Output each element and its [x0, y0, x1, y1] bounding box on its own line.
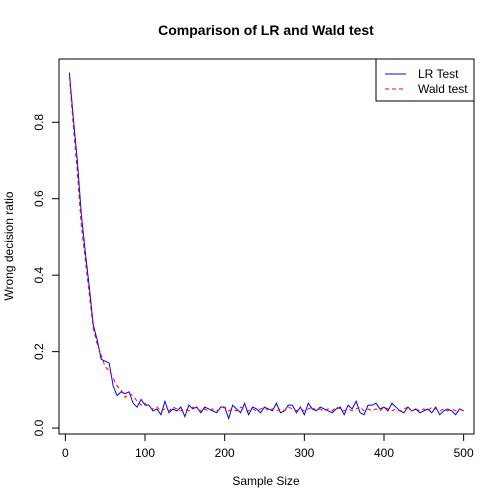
y-tick-label: 0.8 [32, 114, 46, 131]
x-tick-label: 100 [135, 446, 155, 460]
x-tick-label: 300 [294, 446, 314, 460]
y-axis-label: Wrong decision ratio [2, 191, 16, 300]
legend-box [375, 58, 475, 102]
legend-label-lr-test: LR Test [418, 67, 459, 81]
y-tick-label: 0.4 [32, 267, 46, 284]
x-axis-label: Sample Size [232, 474, 300, 488]
y-axis: 0.0 0.2 0.4 0.6 0.8 [32, 114, 60, 436]
y-tick-label: 0.6 [32, 190, 46, 207]
series-layer [68, 72, 464, 421]
y-tick-label: 0.0 [32, 419, 46, 436]
y-tick-label: 0.2 [32, 343, 46, 360]
x-tick-label: 200 [215, 446, 235, 460]
legend-label-wald-test: Wald test [418, 82, 468, 96]
x-tick-label: 400 [374, 446, 394, 460]
x-tick-label: 500 [454, 446, 474, 460]
x-axis: 0 100 200 300 400 500 [62, 433, 474, 460]
series-line-wald-test [68, 76, 464, 412]
chart-title: Comparison of LR and Wald test [158, 22, 374, 38]
x-tick-label: 0 [62, 446, 69, 460]
legend: LR Test Wald test [375, 58, 475, 102]
series-line-lr-test [68, 72, 464, 421]
